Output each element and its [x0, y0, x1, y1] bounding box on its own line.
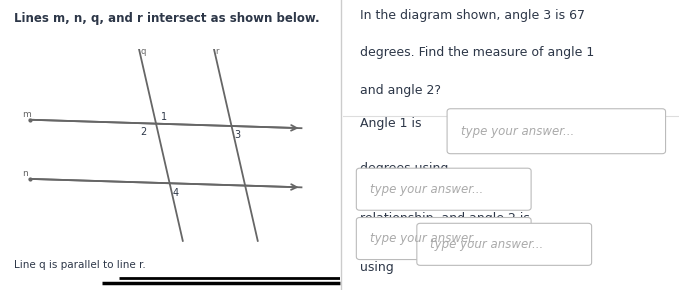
Text: using: using [360, 261, 393, 274]
Text: 3: 3 [234, 130, 240, 140]
FancyBboxPatch shape [417, 223, 591, 265]
Text: 4: 4 [172, 188, 179, 198]
Text: degrees. Find the measure of angle 1: degrees. Find the measure of angle 1 [360, 46, 594, 59]
Text: degrees using: degrees using [360, 162, 448, 175]
Text: 2: 2 [141, 128, 147, 137]
Text: type your answer...: type your answer... [430, 238, 543, 251]
Text: Lines m, n, q, and r intersect as shown below.: Lines m, n, q, and r intersect as shown … [14, 12, 319, 25]
Text: Angle 1 is: Angle 1 is [360, 117, 421, 130]
Text: q: q [141, 46, 146, 55]
FancyBboxPatch shape [356, 218, 531, 260]
Text: type your answer...: type your answer... [370, 232, 483, 245]
Text: Line q is parallel to line r.: Line q is parallel to line r. [14, 260, 145, 270]
Text: relationship  and angle 2 is: relationship and angle 2 is [360, 212, 530, 225]
Text: type your answer...: type your answer... [370, 183, 483, 196]
Text: n: n [22, 169, 28, 178]
Text: degrees: degrees [538, 232, 589, 245]
Text: r: r [215, 46, 219, 55]
Text: m: m [22, 110, 31, 119]
FancyBboxPatch shape [447, 109, 665, 154]
Text: and angle 2?: and angle 2? [360, 84, 441, 97]
FancyBboxPatch shape [356, 168, 531, 210]
Text: 1: 1 [161, 112, 167, 122]
Text: In the diagram shown, angle 3 is 67: In the diagram shown, angle 3 is 67 [360, 9, 585, 22]
Text: type your answer...: type your answer... [460, 125, 574, 138]
